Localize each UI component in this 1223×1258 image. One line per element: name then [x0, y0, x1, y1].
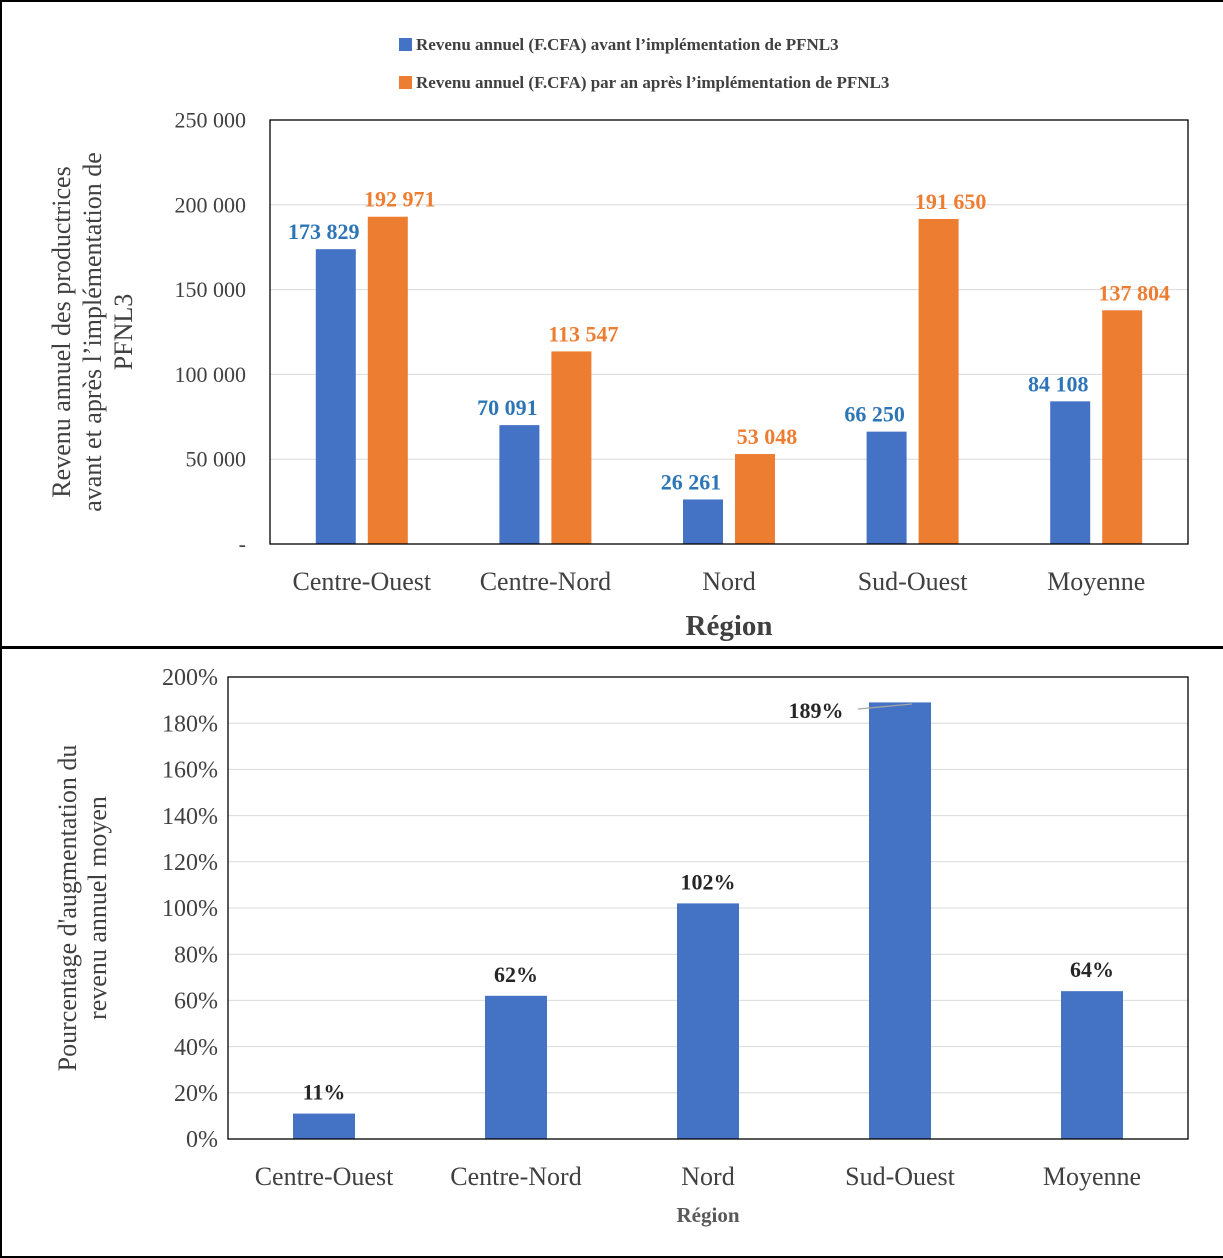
x-tick-labels: Centre-Ouest Centre-Nord Nord Sud-Ouest Moye… — [255, 1162, 1141, 1191]
y-axis-title-line: PFNL3 — [109, 294, 138, 371]
data-label: 53 048 — [737, 424, 798, 449]
x-tick-label: Centre-Nord — [480, 567, 611, 596]
y-tick-label: 140% — [162, 804, 218, 830]
bar-nord-s0 — [683, 499, 723, 544]
y-tick-label: - — [239, 531, 246, 556]
bar-centre-nord-s0 — [485, 995, 547, 1139]
y-tick-label: 200% — [162, 665, 218, 691]
y-tick-label: 100 000 — [175, 362, 247, 387]
data-label: 113 547 — [548, 321, 618, 346]
data-label: 192 971 — [364, 187, 436, 212]
bars — [315, 216, 1143, 544]
y-axis-title: Revenu annuel des productrices avant et a… — [47, 152, 138, 512]
increase-chart: 0% 20% 40% 60% 80% 100% 120% 140% 160% 180% 200% 1… — [53, 665, 1189, 1227]
y-axis-title: Pourcentage d'augmentation du revenu annu… — [53, 745, 112, 1072]
plot-area — [227, 676, 1189, 1140]
data-label: 64% — [1070, 957, 1114, 982]
data-label: 70 091 — [477, 395, 538, 420]
plot-area — [269, 119, 1189, 545]
legend: Revenu annuel (F.CFA) avant l’implémenta… — [399, 35, 889, 92]
x-tick-label: Centre-Ouest — [255, 1162, 394, 1191]
x-tick-label: Centre-Ouest — [292, 567, 431, 596]
bar-centre-ouest-s0 — [293, 1113, 355, 1139]
bar-centre-nord-s0 — [499, 425, 540, 544]
bar-nord-s0 — [677, 903, 739, 1139]
data-label: 173 829 — [288, 219, 360, 244]
y-tick-label: 40% — [174, 1035, 218, 1061]
legend-label-after: Revenu annuel (F.CFA) par an après l’imp… — [416, 73, 889, 92]
data-label: 26 261 — [661, 469, 722, 494]
data-label: 102% — [681, 869, 736, 894]
y-tick-label: 250 000 — [175, 107, 247, 132]
bar-sud-ouest-s0 — [869, 702, 931, 1139]
x-tick-label: Nord — [702, 567, 755, 596]
data-labels: 11% 62% 102% 189% 64% — [303, 698, 1114, 1105]
y-tick-labels: 0% 20% 40% 60% 80% 100% 120% 140% 160% 180% 200% — [162, 665, 218, 1153]
x-tick-label: Centre-Nord — [450, 1162, 581, 1191]
panel-divider — [0, 646, 1223, 649]
legend-swatch-after — [399, 76, 412, 89]
bar-moyenne-s0 — [1050, 401, 1091, 544]
data-label: 137 804 — [1098, 280, 1170, 305]
x-tick-label: Sud-Ouest — [845, 1162, 956, 1191]
data-label: 84 108 — [1028, 371, 1089, 396]
bar-centre-nord-s1 — [551, 351, 592, 544]
bar-centre-ouest-s1 — [367, 216, 408, 544]
bar-sud-ouest-s1 — [918, 218, 959, 544]
x-tick-label: Moyenne — [1043, 1162, 1141, 1191]
data-label: 11% — [303, 1080, 346, 1105]
y-tick-label: 120% — [162, 850, 218, 876]
legend-label-before: Revenu annuel (F.CFA) avant l’implémenta… — [416, 35, 839, 54]
data-label: 191 650 — [915, 189, 987, 214]
bar-sud-ouest-s0 — [866, 431, 907, 544]
y-tick-label: 20% — [174, 1081, 218, 1107]
y-tick-label: 160% — [162, 758, 218, 784]
x-tick-labels: Centre-Ouest Centre-Nord Nord Sud-Ouest Moye… — [292, 567, 1145, 596]
x-tick-label: Sud-Ouest — [858, 567, 969, 596]
x-axis-title: Région — [686, 610, 773, 642]
y-tick-label: 0% — [186, 1127, 218, 1153]
data-label: 189% — [789, 698, 844, 723]
y-tick-label: 60% — [174, 989, 218, 1015]
income-chart: Revenu annuel (F.CFA) avant l’implémenta… — [47, 35, 1189, 642]
y-tick-label: 80% — [174, 942, 218, 968]
y-tick-label: 100% — [162, 896, 218, 922]
y-axis-title-line: avant et après l’implémentation de — [78, 152, 107, 512]
bar-centre-ouest-s0 — [315, 249, 356, 544]
bar-moyenne-s0 — [1061, 991, 1123, 1139]
bar-moyenne-s1 — [1102, 310, 1143, 544]
x-axis-title: Région — [677, 1203, 740, 1227]
bar-nord-s1 — [735, 454, 775, 544]
y-tick-label: 50 000 — [186, 447, 247, 472]
x-tick-label: Moyenne — [1047, 567, 1145, 596]
data-label: 66 250 — [844, 402, 905, 427]
y-axis-title-line: revenu annuel moyen — [83, 796, 112, 1020]
y-tick-label: 180% — [162, 711, 218, 737]
legend-swatch-before — [399, 38, 412, 51]
bars — [293, 702, 1123, 1139]
x-tick-label: Nord — [681, 1162, 734, 1191]
data-label: 62% — [494, 962, 538, 987]
y-tick-label: 200 000 — [175, 192, 247, 217]
y-axis-title-line: Pourcentage d'augmentation du — [53, 745, 82, 1072]
leader-line — [857, 703, 913, 710]
y-tick-label: 150 000 — [175, 277, 247, 302]
y-tick-labels: - 50 000 100 000 150 000 200 000 250 000 — [175, 107, 247, 556]
y-axis-title-line: Revenu annuel des productrices — [47, 166, 76, 497]
